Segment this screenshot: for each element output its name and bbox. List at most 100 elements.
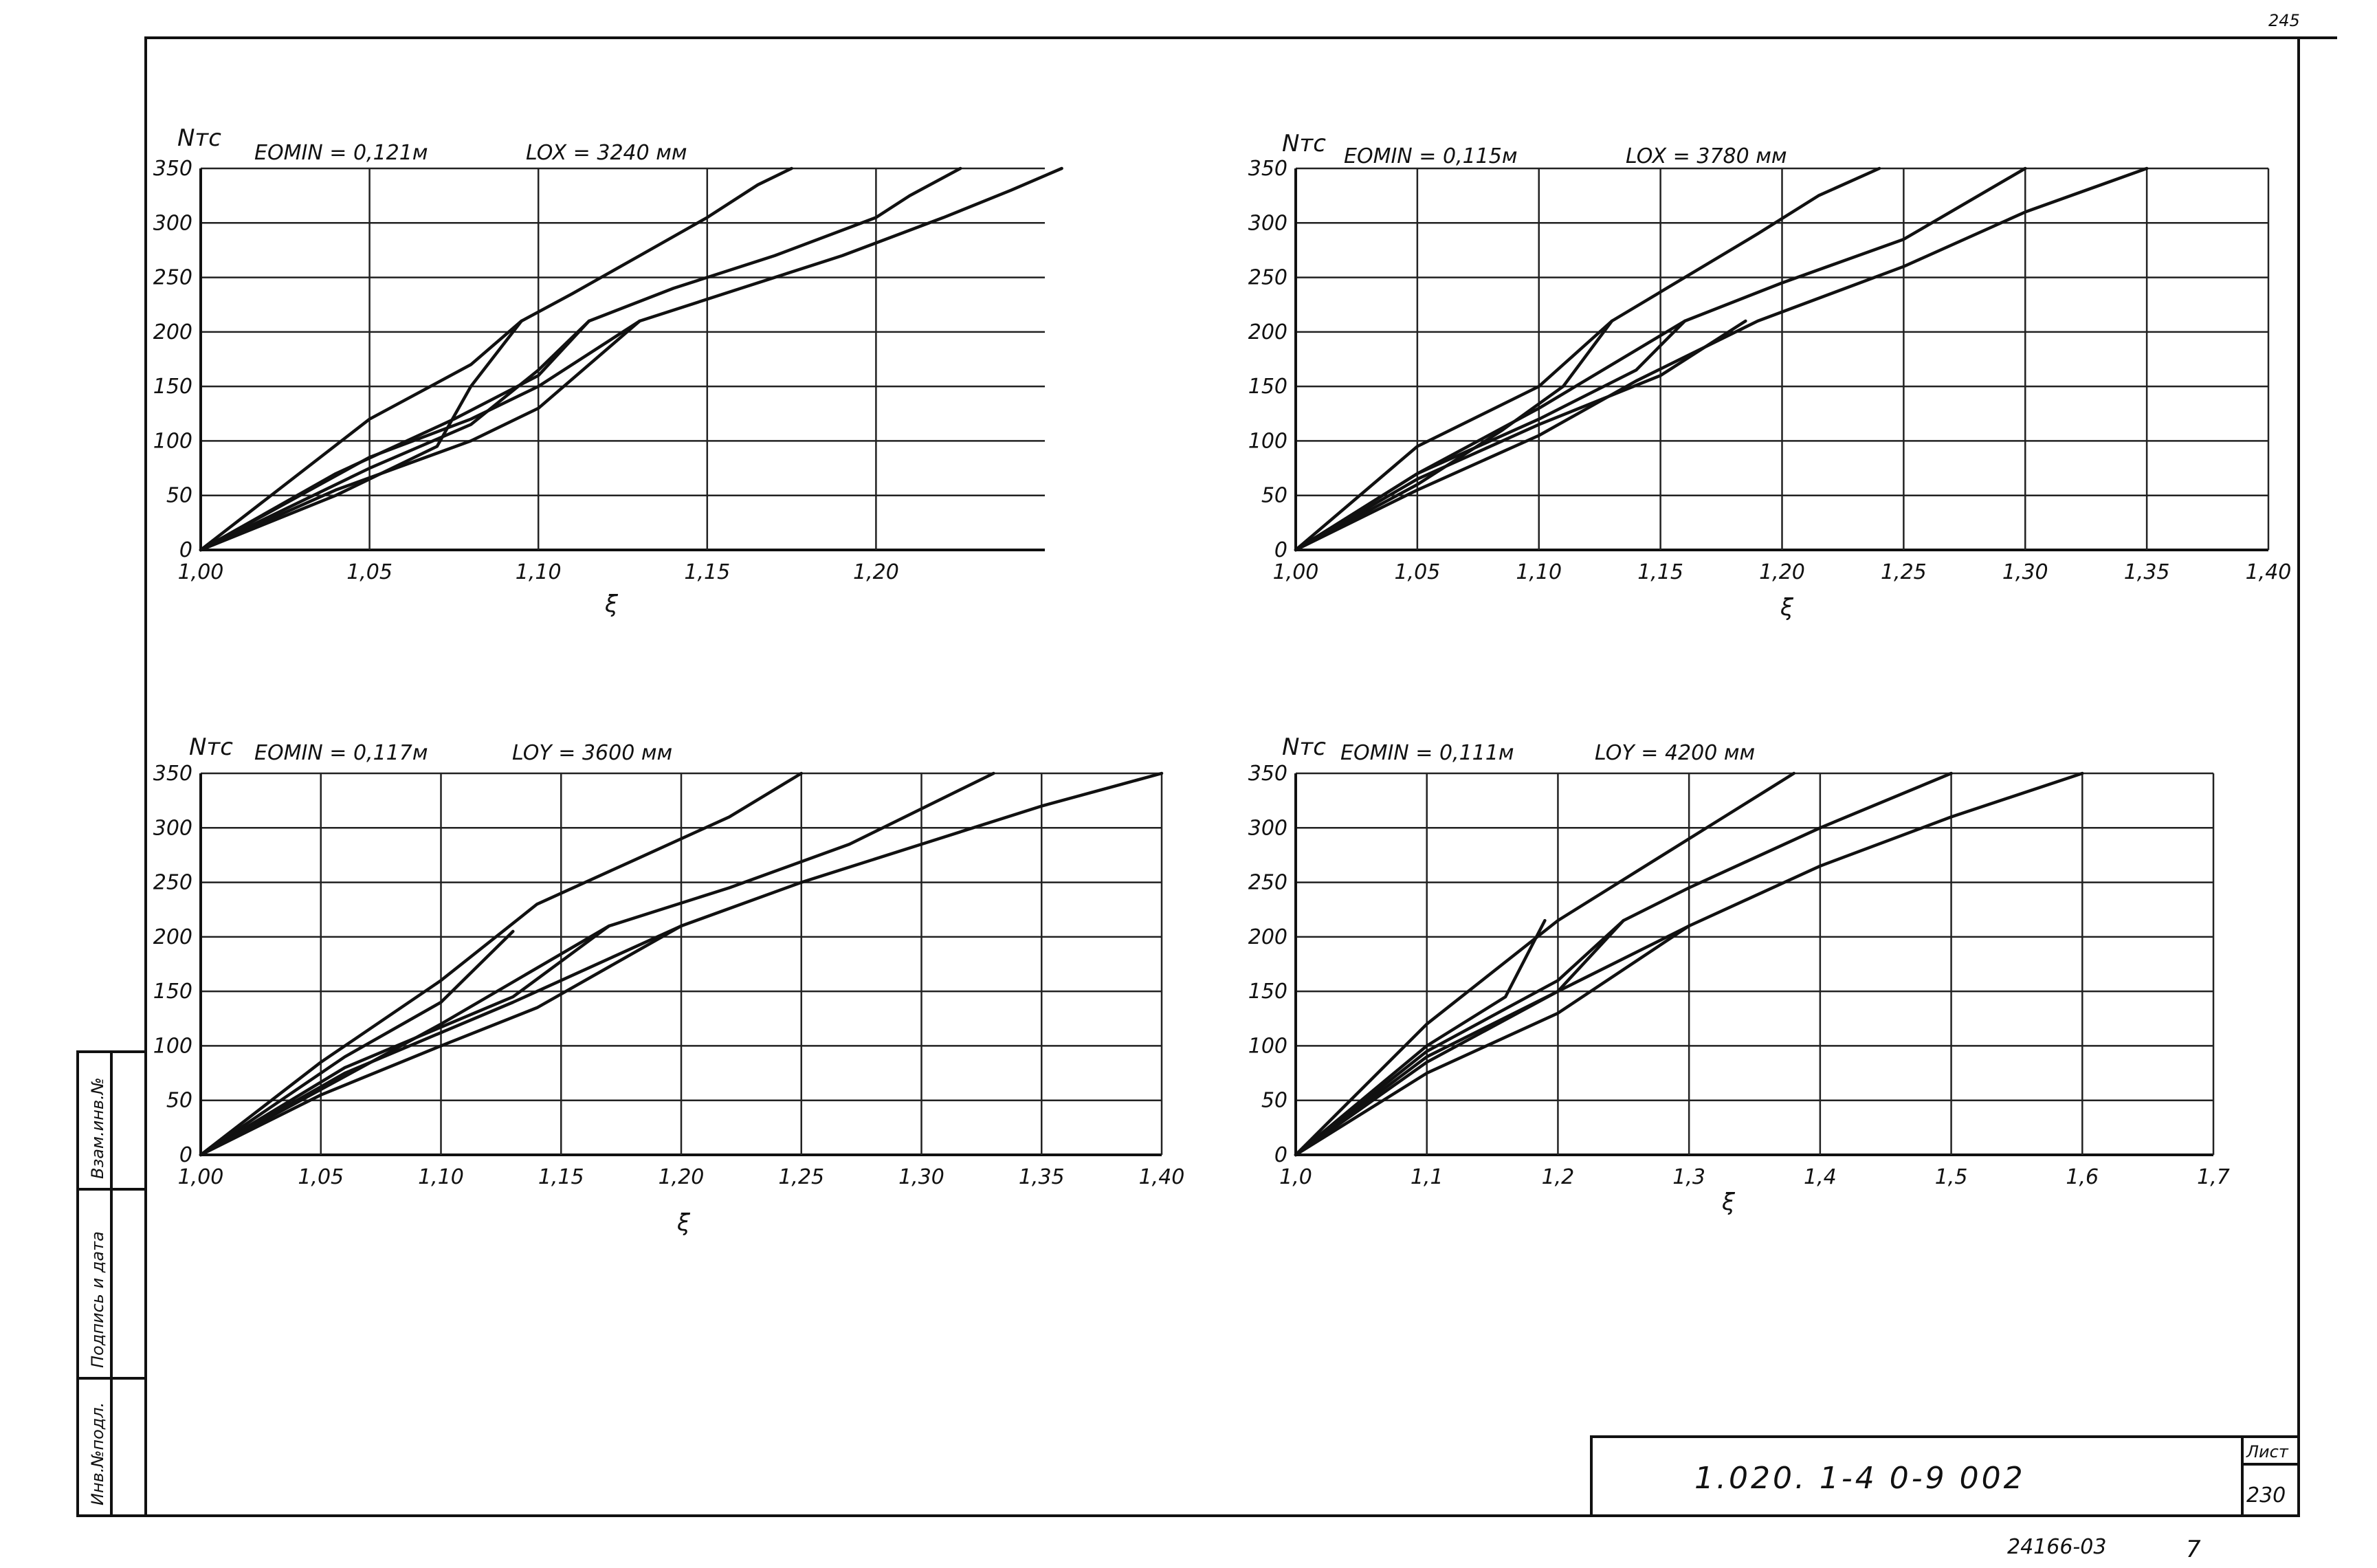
chart-2-title-left: EOMIN = 0,115м [1344,144,1517,168]
corner-number: 245 [2268,11,2300,30]
chart-4-xtick-label: 1,5 [1935,1165,1968,1189]
chart-3-series-1 [199,771,804,1157]
chart-2-xtick-label: 1,25 [1881,560,1927,584]
chart-3-xtick-label: 1,35 [1019,1165,1065,1189]
chart-1-series-6 [199,319,641,552]
chart-2-xtick-label: 1,40 [2246,560,2292,584]
chart-3-xtick-label: 1,40 [1139,1165,1185,1189]
chart-2-xtick-label: 1,05 [1394,560,1440,584]
chart-2-ytick-label: 150 [1248,375,1287,399]
chart-2-ytick-label: 100 [1248,429,1287,453]
chart-2-xtick-label: 1,00 [1273,560,1319,584]
chart-3-ytick-label: 250 [153,871,192,895]
archive-number: 24166-03 [2007,1535,2106,1559]
chart-1-xtick-label: 1,10 [516,560,562,584]
chart-2-ylabel: Nтс [1282,130,1326,157]
chart-1-series [199,166,1063,552]
chart-3-ytick-label: 200 [153,925,192,949]
chart-2-series-1 [1294,166,1881,552]
chart-2-series [1294,166,2149,552]
chart-1-title-right: LOX = 3240 мм [526,141,687,165]
chart-1-series-3 [199,166,1063,552]
chart-3-ytick-label: 300 [153,816,192,840]
chart-2-xtick-label: 1,20 [1759,560,1805,584]
chart-1-xtick-label: 1,05 [346,560,393,584]
chart-1-ylabel: Nтс [177,124,221,152]
chart-1-xtick-label: 1,00 [178,560,224,584]
chart-4-xlabel: ξ [1721,1189,1736,1216]
chart-4-ytick-label: 150 [1248,980,1287,1004]
chart-3-title-right: LOY = 3600 мм [512,741,672,765]
chart-4-ytick-label: 350 [1248,762,1287,786]
chart-1-title-left: EOMIN = 0,121м [254,141,428,165]
chart-4: 0 50 100 150 200 250 300 350 1,0 1,1 1,2 1,3 1,4 1,5 1… [1248,733,2230,1216]
chart-3-xtick-label: 1,30 [898,1165,944,1189]
chart-3: 0 50 100 150 200 250 300 350 1,00 1,05 1,10 1,15 1,2… [153,733,1185,1237]
chart-4-xtick-label: 1,3 [1672,1165,1705,1189]
chart-3-grid [199,772,1163,1156]
chart-4-xtick-label: 1,1 [1411,1165,1444,1189]
title-block-frame [1590,1435,2300,1517]
chart-4-ytick-label: 250 [1248,871,1287,895]
chart-2-ytick-label: 350 [1248,157,1287,181]
chart-1-xtick-label: 1,15 [684,560,730,584]
chart-4-title-left: EOMIN = 0,111м [1340,741,1514,765]
chart-1-ytick-label: 100 [153,429,192,453]
chart-1-ytick-label: 150 [153,375,192,399]
chart-1-ytick-label: 200 [153,320,192,344]
chart-3-series-6 [199,924,683,1157]
sheet-number: 230 [2246,1483,2286,1508]
side-label-sign: Подпись и дата [88,1231,107,1368]
page-number: 7 [2186,1536,2201,1563]
chart-3-title-left: EOMIN = 0,117м [254,741,428,765]
chart-3-ytick-label: 150 [153,980,192,1004]
chart-2-ytick-label: 50 [1261,484,1287,508]
chart-4-ytick-label: 300 [1248,816,1287,840]
chart-4-series-6 [1294,924,1691,1157]
chart-4-series-4 [1294,918,1547,1157]
chart-1-series-4 [199,319,523,552]
chart-4-ytick-label: 50 [1261,1089,1287,1113]
chart-1-series-5 [199,319,591,552]
drawing-code: 1.020. 1-4 0-9 002 [1694,1461,2026,1496]
chart-2-title-right: LOX = 3780 мм [1626,144,1787,168]
chart-4-title-right: LOY = 4200 мм [1595,741,1755,765]
chart-1: 0 50 100 150 200 250 300 350 1,00 1,05 1,10 1,15 1,2… [153,124,1063,618]
chart-3-xtick-label: 1,05 [298,1165,344,1189]
chart-3-ytick-label: 100 [153,1034,192,1058]
chart-3-ylabel: Nтс [189,733,233,761]
chart-4-xtick-label: 1,4 [1804,1165,1837,1189]
chart-2-grid [1294,167,2270,551]
chart-4-ytick-label: 100 [1248,1034,1287,1058]
chart-4-series-1 [1294,771,1795,1157]
chart-4-ticks: 0 50 100 150 200 250 300 350 1,0 1,1 1,2 1,3 1,4 1,5 1… [1248,762,2230,1189]
chart-2-xtick-label: 1,10 [1516,560,1562,584]
chart-1-ytick-label: 300 [153,211,192,235]
chart-2-ytick-label: 250 [1248,266,1287,290]
chart-2-series-6 [1294,319,1747,552]
chart-3-series [199,771,1164,1157]
chart-4-series-5 [1294,918,1626,1157]
chart-2-series-4 [1294,319,1614,552]
chart-2-series-5 [1294,319,1687,552]
chart-4-ylabel: Nтс [1282,733,1326,761]
sheet-label: Лист [2246,1442,2289,1461]
side-stamp: Инв.№подл. Подпись и дата Взам.инв.№ [76,1050,147,1517]
chart-3-ytick-label: 0 [179,1143,192,1167]
sheet-frame [144,36,2300,1517]
side-label-replace: Взам.инв.№ [88,1077,107,1179]
chart-2: 0 50 100 150 200 250 300 350 1,00 1,05 1,10 1,15 1,2… [1248,130,2292,621]
chart-2-series-3 [1294,166,2149,552]
chart-2-ytick-label: 200 [1248,320,1287,344]
chart-3-series-4 [199,929,515,1157]
chart-3-xlabel: ξ [676,1209,691,1237]
chart-3-xtick-label: 1,15 [538,1165,584,1189]
chart-1-series-1 [199,166,793,552]
chart-4-xtick-label: 1,7 [2197,1165,2230,1189]
title-block: 1.020. 1-4 0-9 002 Лист 230 24166-03 7 [1590,1435,2300,1563]
chart-3-series-5 [199,924,611,1157]
chart-4-series-2 [1294,771,1953,1157]
chart-2-ytick-label: 300 [1248,211,1287,235]
chart-4-xtick-label: 1,0 [1279,1165,1312,1189]
